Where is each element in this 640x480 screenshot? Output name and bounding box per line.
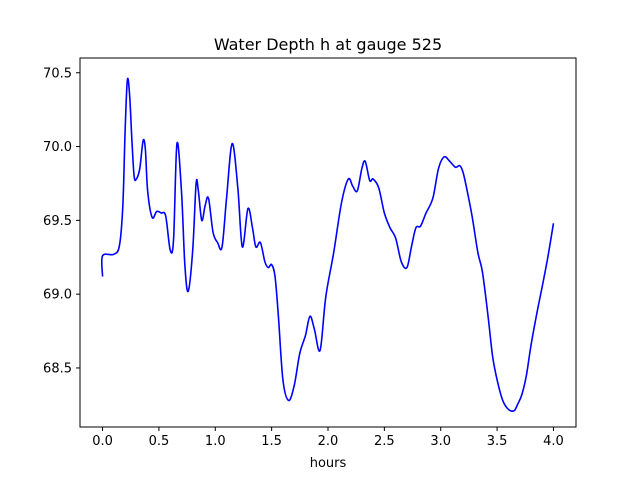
y-tick-label: 68.5 — [43, 361, 72, 376]
y-tick-label: 69.0 — [43, 288, 72, 303]
y-axis: 68.5 69.0 69.5 70.0 70.5 — [43, 66, 80, 376]
x-tick-label: 2.5 — [374, 434, 395, 449]
x-axis: 0.0 0.5 1.0 1.5 2.0 2.5 3.0 3.5 4.0 — [92, 427, 564, 449]
series-layer — [100, 77, 555, 412]
x-tick-label: 0.5 — [149, 434, 170, 449]
y-tick-label: 69.5 — [43, 214, 72, 229]
x-tick-label: 3.5 — [487, 434, 508, 449]
series-line-0 — [100, 77, 555, 412]
x-tick-label: 4.0 — [543, 434, 564, 449]
x-tick-label: 0.0 — [92, 434, 113, 449]
x-axis-title: hours — [310, 456, 347, 471]
plot-area — [79, 57, 577, 428]
y-tick-label: 70.5 — [43, 66, 72, 81]
x-tick-label: 1.5 — [261, 434, 282, 449]
x-tick-label: 3.0 — [430, 434, 451, 449]
x-tick-label: 1.0 — [205, 434, 226, 449]
x-tick-label: 2.0 — [318, 434, 339, 449]
y-tick-label: 70.0 — [43, 140, 72, 155]
chart-title: Water Depth h at gauge 525 — [214, 35, 442, 54]
